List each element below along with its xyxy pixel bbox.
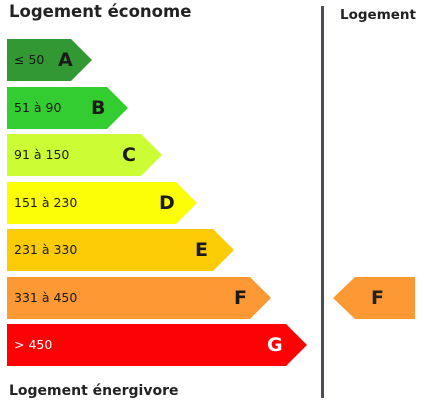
current-class-indicator: F: [333, 277, 415, 319]
class-letter: C: [122, 144, 136, 166]
current-class-letter: F: [371, 287, 384, 309]
column-divider: [321, 6, 324, 398]
energy-class-bar-a: ≤ 50 A: [7, 39, 92, 81]
class-letter: F: [234, 287, 247, 309]
bar-shape: [7, 324, 307, 366]
energy-class-bar-c: 91 à 150 C: [7, 134, 162, 176]
class-letter: B: [91, 97, 106, 119]
economical-label: Logement économe: [9, 2, 192, 21]
bar-shape: [7, 134, 162, 176]
class-letter: D: [159, 192, 175, 214]
bar-shape: [7, 39, 92, 81]
bar-shape: [7, 182, 197, 224]
indicator-arrow: [333, 277, 415, 319]
class-letter: A: [58, 49, 73, 71]
energy-intensive-label: Logement énergivore: [9, 383, 179, 399]
energy-class-bar-b: 51 à 90 B: [7, 87, 128, 129]
range-label: 151 à 230: [14, 195, 78, 210]
range-label: 91 à 150: [14, 147, 70, 162]
dwelling-column-header: Logement: [340, 7, 416, 23]
bar-shape: [7, 229, 234, 271]
range-label: 231 à 330: [14, 242, 78, 257]
bar-shape: [7, 277, 271, 319]
range-label: > 450: [14, 337, 53, 352]
class-letter: G: [267, 334, 283, 356]
energy-class-bar-d: 151 à 230 D: [7, 182, 197, 224]
energy-class-bar-f: 331 à 450 F: [7, 277, 271, 319]
bar-shape: [7, 87, 128, 129]
range-label: ≤ 50: [14, 52, 45, 67]
energy-class-bar-g: > 450 G: [7, 324, 307, 366]
range-label: 331 à 450: [14, 290, 78, 305]
range-label: 51 à 90: [14, 100, 62, 115]
energy-class-bar-e: 231 à 330 E: [7, 229, 234, 271]
class-letter: E: [195, 239, 208, 261]
